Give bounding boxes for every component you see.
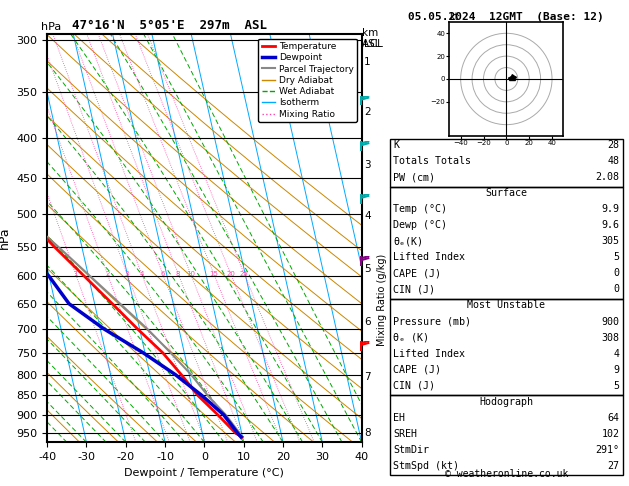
Text: 4: 4 [613, 348, 620, 359]
Text: 9.9: 9.9 [601, 204, 620, 214]
Text: 5: 5 [364, 264, 371, 274]
Text: θₑ (K): θₑ (K) [393, 332, 429, 343]
Text: StmSpd (kt): StmSpd (kt) [393, 461, 459, 471]
Text: CAPE (J): CAPE (J) [393, 364, 441, 375]
Text: km
ASL: km ASL [362, 28, 382, 49]
Text: 28: 28 [608, 140, 620, 150]
Text: kt: kt [449, 12, 459, 22]
Text: 5: 5 [613, 381, 620, 391]
Text: Most Unstable: Most Unstable [467, 300, 545, 311]
Text: 4: 4 [139, 271, 143, 277]
Text: Pressure (mb): Pressure (mb) [393, 316, 471, 327]
Text: 3: 3 [364, 160, 371, 170]
Text: CIN (J): CIN (J) [393, 284, 435, 295]
Text: Lifted Index: Lifted Index [393, 252, 465, 262]
Text: Totals Totals: Totals Totals [393, 156, 471, 166]
Text: 4: 4 [364, 211, 371, 221]
Text: LCL: LCL [364, 39, 383, 49]
Text: 900: 900 [601, 316, 620, 327]
Text: 64: 64 [608, 413, 620, 423]
Text: PW (cm): PW (cm) [393, 172, 435, 182]
Text: K: K [393, 140, 399, 150]
Text: 5: 5 [613, 252, 620, 262]
Text: Hodograph: Hodograph [479, 397, 533, 407]
Text: 3: 3 [125, 271, 129, 277]
Text: 48: 48 [608, 156, 620, 166]
Text: CIN (J): CIN (J) [393, 381, 435, 391]
Text: StmDir: StmDir [393, 445, 429, 455]
Text: 27: 27 [608, 461, 620, 471]
Text: 305: 305 [601, 236, 620, 246]
Text: 1: 1 [364, 57, 371, 67]
Text: θₑ(K): θₑ(K) [393, 236, 423, 246]
Text: 6: 6 [160, 271, 165, 277]
Text: Lifted Index: Lifted Index [393, 348, 465, 359]
Text: 9.6: 9.6 [601, 220, 620, 230]
Text: Mixing Ratio (g/kg): Mixing Ratio (g/kg) [377, 253, 387, 346]
Text: 20: 20 [226, 271, 235, 277]
Text: 2: 2 [105, 271, 109, 277]
Y-axis label: hPa: hPa [0, 227, 11, 249]
Text: 9: 9 [613, 364, 620, 375]
Text: 8: 8 [176, 271, 181, 277]
Text: hPa: hPa [41, 21, 61, 32]
Text: 308: 308 [601, 332, 620, 343]
Text: Surface: Surface [486, 188, 527, 198]
Text: 25: 25 [240, 271, 248, 277]
Text: Dewp (°C): Dewp (°C) [393, 220, 447, 230]
Text: 102: 102 [601, 429, 620, 439]
Text: Temp (°C): Temp (°C) [393, 204, 447, 214]
Text: 0: 0 [613, 284, 620, 295]
Text: 291°: 291° [596, 445, 620, 455]
Text: SREH: SREH [393, 429, 417, 439]
Text: © weatheronline.co.uk: © weatheronline.co.uk [445, 469, 568, 479]
Text: 8: 8 [364, 428, 371, 438]
X-axis label: Dewpoint / Temperature (°C): Dewpoint / Temperature (°C) [125, 468, 284, 478]
Text: 6: 6 [364, 316, 371, 327]
Legend: Temperature, Dewpoint, Parcel Trajectory, Dry Adiabat, Wet Adiabat, Isotherm, Mi: Temperature, Dewpoint, Parcel Trajectory… [258, 38, 357, 122]
Text: 2: 2 [364, 107, 371, 118]
Text: 05.05.2024  12GMT  (Base: 12): 05.05.2024 12GMT (Base: 12) [408, 12, 604, 22]
Text: 0: 0 [613, 268, 620, 278]
Text: 47°16'N  5°05'E  297m  ASL: 47°16'N 5°05'E 297m ASL [72, 18, 267, 32]
Text: 2.08: 2.08 [596, 172, 620, 182]
Text: 15: 15 [209, 271, 218, 277]
Text: CAPE (J): CAPE (J) [393, 268, 441, 278]
Text: EH: EH [393, 413, 405, 423]
Text: 7: 7 [364, 372, 371, 382]
Text: 10: 10 [186, 271, 195, 277]
Text: 1: 1 [73, 271, 78, 277]
